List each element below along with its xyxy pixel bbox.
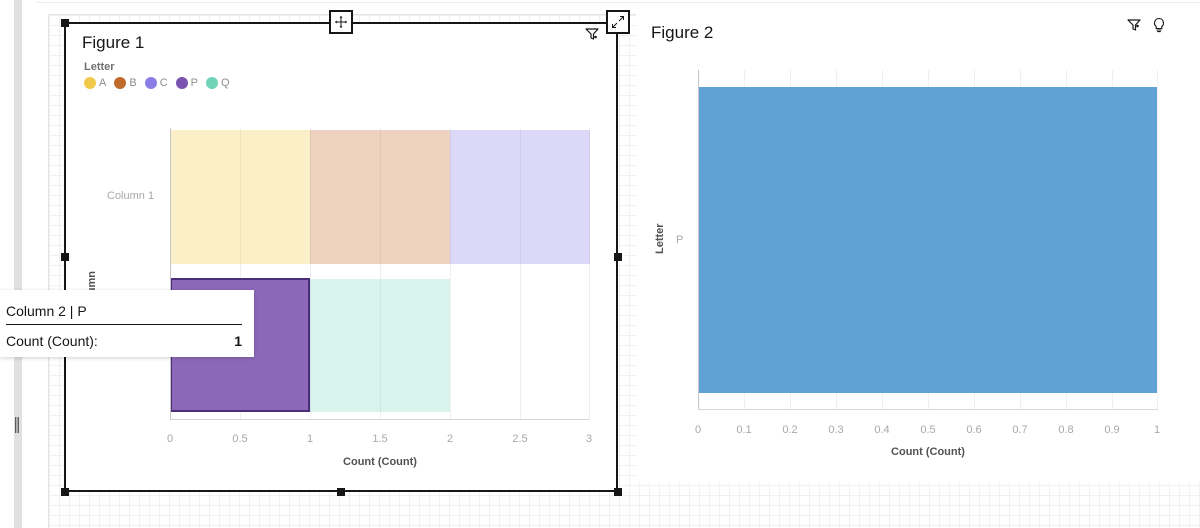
filter-icon xyxy=(1127,19,1141,31)
x-tick: 3 xyxy=(585,433,593,445)
figure-1-plot-area xyxy=(170,128,590,420)
x-tick: 1 xyxy=(306,433,314,445)
tooltip-header: Column 2 | P xyxy=(6,290,242,325)
legend-label: A xyxy=(99,77,107,89)
swatch-icon xyxy=(175,77,188,89)
x-tick: 0.1 xyxy=(736,424,752,436)
x-tick: 0.2 xyxy=(782,424,798,436)
top-divider xyxy=(36,0,1200,3)
x-axis-line xyxy=(170,419,590,420)
y-axis-line xyxy=(170,128,171,420)
gridline xyxy=(380,128,381,420)
gridline xyxy=(310,128,311,420)
legend: A B C P Q xyxy=(84,77,230,89)
x-axis-title: Count (Count) xyxy=(343,456,417,468)
figure-2-plot-area xyxy=(698,70,1158,410)
expand-icon xyxy=(612,16,624,28)
swatch-icon xyxy=(144,77,157,89)
x-tick: 0.8 xyxy=(1058,424,1074,436)
x-tick: 0.9 xyxy=(1104,424,1120,436)
gridline xyxy=(520,128,521,420)
swatch-icon xyxy=(114,77,127,89)
x-tick: 0.5 xyxy=(920,424,936,436)
legend-item-a[interactable]: A xyxy=(84,77,106,89)
bar-p[interactable] xyxy=(698,87,1157,393)
x-axis-line xyxy=(698,409,1158,410)
figure-2-title: Figure 2 xyxy=(651,23,714,42)
resize-handle-bottom[interactable] xyxy=(337,488,345,496)
legend-item-b[interactable]: B xyxy=(114,77,137,89)
gridline xyxy=(240,128,241,420)
resize-handle-top-left[interactable] xyxy=(61,19,69,27)
gridline xyxy=(450,128,451,420)
y-axis-title: Letter xyxy=(654,223,666,254)
x-tick: 2.5 xyxy=(512,433,528,445)
resize-handle-left[interactable] xyxy=(61,253,69,261)
x-tick: 0 xyxy=(166,433,174,445)
x-tick: 0.4 xyxy=(874,424,890,436)
left-panel-divider[interactable] xyxy=(14,0,22,528)
legend-label: Q xyxy=(220,77,230,89)
swatch-icon xyxy=(84,77,96,89)
x-tick: 0 xyxy=(694,424,702,436)
x-tick: 1.5 xyxy=(372,433,388,445)
x-tick: 2 xyxy=(446,433,454,445)
figure-1-title: Figure 1 xyxy=(82,33,145,52)
figure-1-card[interactable]: Figure 1 Letter A B C P Q xyxy=(64,22,618,492)
filter-icon xyxy=(585,28,599,40)
lightbulb-icon xyxy=(1154,17,1164,33)
bar-column1-c[interactable] xyxy=(450,130,590,264)
filter-button[interactable] xyxy=(1126,17,1142,33)
resize-handle-bottom-left[interactable] xyxy=(61,488,69,496)
bar-column2-q[interactable] xyxy=(310,279,450,412)
move-button[interactable] xyxy=(329,10,353,34)
resize-grip-icon[interactable]: ‖ xyxy=(13,414,21,433)
insights-button[interactable] xyxy=(1151,17,1167,33)
tooltip-metric-label: Count (Count): xyxy=(6,333,98,349)
category-label-column1: Column 1 xyxy=(107,190,155,202)
x-tick: 0.3 xyxy=(828,424,844,436)
expand-button[interactable] xyxy=(606,10,630,34)
tooltip-metric-value: 1 xyxy=(234,333,242,349)
x-tick: 0.5 xyxy=(232,433,248,445)
x-tick: 1 xyxy=(1153,424,1161,436)
legend-item-p[interactable]: P xyxy=(175,77,198,89)
legend-title: Letter xyxy=(84,61,115,73)
resize-handle-bottom-right[interactable] xyxy=(614,488,622,496)
legend-item-c[interactable]: C xyxy=(144,77,168,89)
swatch-icon xyxy=(205,77,218,89)
tooltip-row: Count (Count): 1 xyxy=(6,325,242,349)
legend-label: B xyxy=(129,77,137,89)
figure-2-card[interactable]: Figure 2 xyxy=(636,12,1200,482)
filter-button[interactable] xyxy=(584,26,600,42)
move-icon xyxy=(335,16,347,28)
legend-label: C xyxy=(159,77,168,89)
bar-column1-b[interactable] xyxy=(310,130,450,264)
gridline xyxy=(589,128,590,420)
gridline xyxy=(1157,70,1158,410)
hover-tooltip: Column 2 | P Count (Count): 1 xyxy=(0,290,254,357)
bar-column1-a[interactable] xyxy=(170,130,310,264)
category-label-p: P xyxy=(676,234,684,246)
resize-handle-right[interactable] xyxy=(614,253,622,261)
legend-item-q[interactable]: Q xyxy=(205,77,230,89)
x-tick: 0.7 xyxy=(1012,424,1028,436)
legend-label: P xyxy=(190,77,198,89)
x-axis-title: Count (Count) xyxy=(891,446,965,458)
x-tick: 0.6 xyxy=(966,424,982,436)
y-axis-line xyxy=(698,70,699,410)
